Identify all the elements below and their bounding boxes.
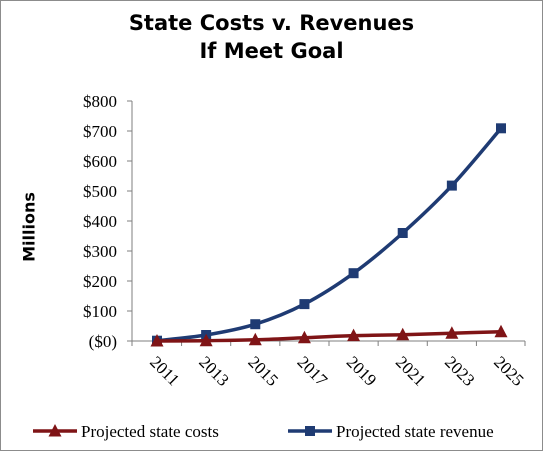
data-point-costs: [347, 328, 361, 342]
x-tick-label: 2019: [343, 352, 380, 389]
chart-title-line-1: State Costs v. Revenues: [128, 11, 415, 35]
y-axis-label: Millions: [19, 192, 39, 262]
data-point-revenue: [496, 123, 506, 134]
chart-title-line-2: If Meet Goal: [199, 39, 344, 63]
y-tick-label: ($0): [89, 332, 117, 351]
data-point-revenue: [299, 299, 310, 310]
x-tick-label: 2023: [441, 352, 478, 389]
x-tick-label: 2021: [392, 352, 429, 389]
legend-label-costs: Projected state costs: [81, 422, 219, 441]
y-tick-label: $500: [83, 182, 117, 201]
series-line-costs: [156, 329, 502, 343]
y-tick-label: $400: [83, 212, 117, 231]
data-point-costs: [396, 327, 410, 341]
legend-label-revenue: Projected state revenue: [336, 422, 494, 441]
data-point-costs: [150, 334, 164, 347]
chart-title: State Costs v. Revenues If Meet Goal: [1, 9, 542, 65]
legend-marker-revenue: [305, 426, 315, 436]
data-point-revenue: [397, 228, 408, 238]
data-point-revenue: [250, 319, 261, 330]
series-line-revenue: [156, 127, 503, 343]
x-tick-label: 2013: [195, 352, 232, 389]
x-tick-label: 2025: [490, 352, 527, 389]
y-tick-label: $600: [83, 152, 117, 171]
y-tick-label: $700: [83, 122, 117, 141]
data-point-revenue: [446, 180, 457, 191]
y-tick-label: $300: [83, 242, 117, 261]
data-point-costs: [297, 330, 311, 344]
data-point-costs: [494, 324, 508, 338]
y-tick-label: $100: [83, 302, 117, 321]
data-point-revenue: [348, 268, 359, 279]
legend-marker-costs: [48, 424, 62, 437]
data-point-costs: [445, 326, 459, 339]
data-point-costs: [199, 333, 213, 347]
x-tick-label: 2017: [294, 352, 332, 390]
y-tick-label: $200: [83, 272, 117, 291]
y-tick-label: $800: [83, 92, 117, 111]
x-tick-label: 2011: [146, 352, 183, 389]
data-point-costs: [248, 332, 262, 346]
x-tick-label: 2015: [244, 352, 281, 389]
